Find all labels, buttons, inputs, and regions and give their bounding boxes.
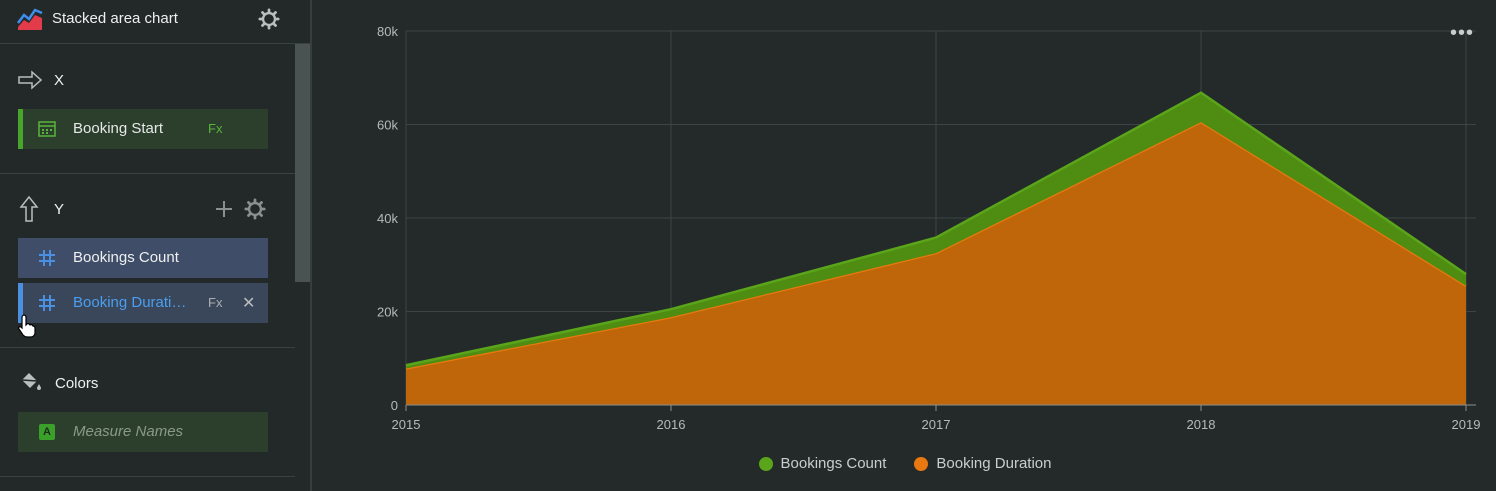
x-tick-label: 2019 <box>1452 417 1481 432</box>
panel-header: Stacked area chart <box>0 0 310 44</box>
legend-label: Bookings Count <box>780 455 887 472</box>
plus-icon[interactable] <box>215 200 233 218</box>
x-field-booking-start[interactable]: Booking Start Fx <box>18 109 268 149</box>
y-tick-label: 60k <box>377 118 398 133</box>
colors-field-measure-names[interactable]: A Measure Names <box>18 412 268 452</box>
stacked-area-chart: 0 20k 40k 60k 80k 2015 2016 2017 2018 2019 <box>377 24 1481 432</box>
fx-icon[interactable]: Fx <box>208 295 223 310</box>
section-divider <box>0 173 295 174</box>
gear-icon[interactable] <box>258 8 280 30</box>
x-tick-label: 2018 <box>1187 417 1216 432</box>
x-tick-label: 2016 <box>657 417 686 432</box>
y-field-bookings-count[interactable]: Bookings Count <box>18 238 268 278</box>
y-tick-label: 0 <box>391 398 398 413</box>
legend-swatch <box>914 456 929 471</box>
fx-icon[interactable]: Fx <box>208 121 223 136</box>
legend-item-bookings-count[interactable]: Bookings Count <box>758 455 887 472</box>
stacked-area-chart-icon <box>17 8 43 30</box>
pill-accent-bar <box>18 283 23 323</box>
panel-title: Stacked area chart <box>52 10 178 27</box>
hash-icon <box>39 250 55 266</box>
y-section-label: Y <box>54 201 65 218</box>
colors-section-label: Colors <box>55 375 99 392</box>
y-tick-label: 80k <box>377 24 398 39</box>
arrow-up-icon <box>19 196 39 222</box>
close-icon[interactable]: ✕ <box>242 295 256 312</box>
calendar-icon <box>38 121 56 137</box>
area-booking-duration <box>406 122 1466 405</box>
chart-area: 0 20k 40k 60k 80k 2015 2016 2017 2018 2019 ••• Bo… <box>314 0 1496 491</box>
config-panel: Stacked area chart X <box>0 0 312 491</box>
chart-legend: Bookings Count Booking Duration <box>314 455 1496 472</box>
legend-swatch <box>758 456 773 471</box>
hand-cursor-icon <box>18 314 36 338</box>
section-divider <box>0 347 295 348</box>
x-tick-label: 2015 <box>392 417 421 432</box>
y-tick-label: 40k <box>377 211 398 226</box>
legend-label: Booking Duration <box>936 455 1052 472</box>
arrow-right-icon <box>18 70 42 90</box>
y-field-label: Bookings Count <box>73 249 179 266</box>
legend-item-booking-duration[interactable]: Booking Duration <box>914 455 1051 472</box>
x-section-label: X <box>54 72 65 89</box>
colors-field-label: Measure Names <box>73 423 184 440</box>
hash-icon <box>39 295 55 311</box>
x-tick-label: 2017 <box>922 417 951 432</box>
line-bookings-count <box>405 91 1467 367</box>
x-field-label: Booking Start <box>73 120 164 137</box>
y-tick-label: 20k <box>377 305 398 320</box>
panel-scrollbar[interactable] <box>295 44 310 282</box>
text-type-badge-icon: A <box>39 424 55 440</box>
paint-bucket-icon <box>21 373 41 390</box>
y-field-booking-duration[interactable]: Booking Durati… Fx ✕ <box>18 283 268 323</box>
more-options-icon[interactable]: ••• <box>1449 22 1474 44</box>
pill-accent-bar <box>18 109 23 149</box>
y-gear-icon[interactable] <box>244 198 266 220</box>
section-divider <box>0 476 295 477</box>
y-field-label: Booking Durati… <box>73 294 187 311</box>
